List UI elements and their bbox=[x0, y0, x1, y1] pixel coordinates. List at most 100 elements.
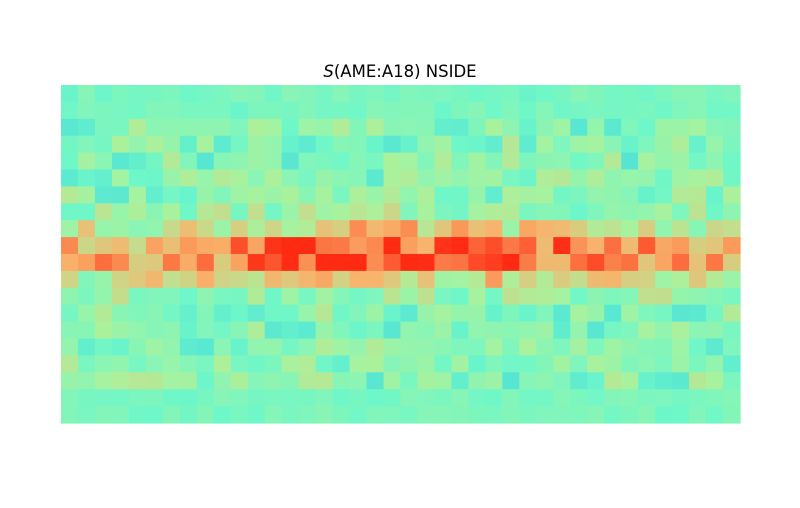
map-pixel bbox=[417, 338, 436, 356]
map-pixel bbox=[332, 186, 351, 204]
map-pixel bbox=[315, 237, 334, 255]
map-pixel bbox=[281, 270, 300, 289]
map-pixel bbox=[298, 372, 317, 390]
map-pixel bbox=[366, 169, 385, 187]
map-pixel bbox=[366, 135, 385, 154]
map-pixel bbox=[213, 254, 232, 272]
map-pixel bbox=[61, 321, 79, 340]
map-pixel bbox=[61, 406, 79, 424]
map-pixel bbox=[332, 321, 351, 340]
map-pixel bbox=[621, 101, 639, 120]
map-pixel bbox=[400, 389, 419, 407]
map-pixel bbox=[485, 355, 503, 373]
map-pixel bbox=[434, 118, 453, 137]
map-pixel bbox=[349, 270, 368, 289]
map-pixel bbox=[485, 338, 503, 356]
map-pixel bbox=[706, 372, 724, 390]
map-pixel bbox=[366, 118, 385, 137]
map-pixel bbox=[451, 372, 470, 390]
map-pixel bbox=[61, 135, 79, 154]
map-pixel bbox=[349, 220, 368, 238]
map-pixel bbox=[213, 270, 232, 289]
map-pixel bbox=[417, 152, 436, 171]
map-pixel bbox=[485, 85, 503, 103]
map-pixel bbox=[655, 85, 673, 103]
map-pixel bbox=[672, 135, 690, 154]
map-pixel bbox=[247, 287, 266, 306]
map-pixel bbox=[230, 101, 249, 120]
map-pixel bbox=[485, 237, 503, 255]
map-pixel bbox=[213, 101, 232, 120]
map-pixel bbox=[247, 237, 266, 255]
map-pixel bbox=[638, 338, 656, 356]
map-pixel bbox=[519, 85, 537, 103]
map-pixel bbox=[230, 118, 249, 137]
map-pixel bbox=[77, 152, 96, 171]
map-pixel bbox=[723, 203, 741, 221]
map-pixel bbox=[706, 338, 724, 356]
map-pixel bbox=[451, 270, 470, 289]
map-pixel bbox=[264, 406, 283, 424]
map-pixel bbox=[604, 152, 622, 171]
map-pixel bbox=[519, 186, 537, 204]
map-pixel bbox=[570, 406, 588, 424]
map-pixel bbox=[298, 118, 317, 137]
map-pixel bbox=[230, 270, 249, 289]
map-pixel bbox=[298, 85, 317, 103]
map-pixel bbox=[94, 203, 113, 221]
map-pixel bbox=[723, 338, 741, 356]
map-pixel bbox=[621, 152, 639, 171]
map-pixel bbox=[315, 287, 334, 306]
map-pixel bbox=[468, 118, 486, 137]
map-pixel bbox=[553, 254, 571, 272]
map-pixel bbox=[196, 237, 215, 255]
map-pixel bbox=[281, 338, 300, 356]
map-pixel bbox=[298, 406, 317, 424]
map-pixel bbox=[128, 169, 147, 187]
map-pixel bbox=[519, 118, 537, 137]
map-pixel bbox=[553, 270, 571, 289]
map-pixel bbox=[689, 203, 707, 221]
map-pixel bbox=[315, 169, 334, 187]
map-pixel bbox=[434, 237, 453, 255]
map-pixel bbox=[570, 372, 588, 390]
map-pixel bbox=[145, 355, 164, 373]
map-pixel bbox=[128, 152, 147, 171]
map-pixel bbox=[264, 254, 283, 272]
map-pixel bbox=[434, 355, 453, 373]
map-pixel bbox=[315, 220, 334, 238]
map-pixel bbox=[451, 85, 470, 103]
map-pixel bbox=[553, 338, 571, 356]
map-pixel bbox=[621, 304, 639, 323]
map-pixel bbox=[672, 270, 690, 289]
map-pixel bbox=[332, 169, 351, 187]
map-pixel bbox=[519, 237, 537, 255]
map-pixel bbox=[213, 355, 232, 373]
map-pixel bbox=[451, 287, 470, 306]
map-pixel bbox=[230, 220, 249, 238]
map-pixel bbox=[502, 135, 520, 154]
map-pixel bbox=[298, 220, 317, 238]
map-pixel bbox=[383, 270, 402, 289]
map-pixel bbox=[145, 321, 164, 340]
map-pixel bbox=[366, 254, 385, 272]
map-pixel bbox=[179, 101, 198, 120]
map-pixel bbox=[383, 372, 402, 390]
map-pixel bbox=[536, 237, 554, 255]
map-pixel bbox=[383, 287, 402, 306]
map-pixel bbox=[485, 220, 503, 238]
map-pixel bbox=[485, 321, 503, 340]
map-pixel bbox=[315, 85, 334, 103]
map-pixel bbox=[111, 101, 130, 120]
map-pixel bbox=[61, 237, 79, 255]
map-pixel bbox=[281, 287, 300, 306]
map-pixel bbox=[349, 287, 368, 306]
map-pixel bbox=[298, 304, 317, 323]
map-pixel bbox=[519, 304, 537, 323]
map-pixel bbox=[264, 118, 283, 137]
map-pixel bbox=[94, 338, 113, 356]
map-pixel bbox=[298, 355, 317, 373]
map-pixel bbox=[451, 101, 470, 120]
map-pixel bbox=[621, 135, 639, 154]
map-pixel bbox=[689, 321, 707, 340]
